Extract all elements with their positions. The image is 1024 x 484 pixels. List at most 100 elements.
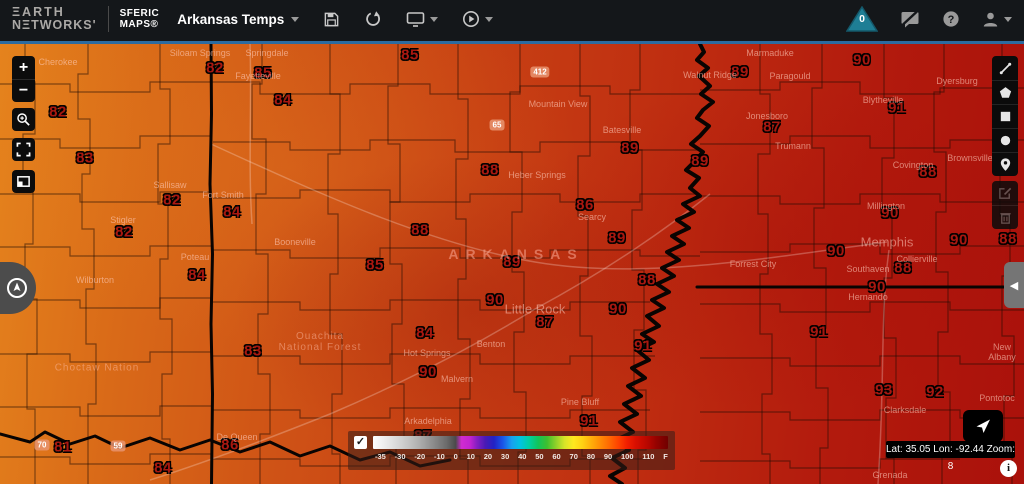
undo-icon (366, 11, 381, 26)
draw-polygon-button[interactable] (992, 80, 1018, 104)
overview-map-button[interactable] (12, 170, 35, 193)
place-label: Malvern (440, 374, 474, 384)
play-icon (463, 11, 480, 27)
draw-circle-button[interactable] (992, 128, 1018, 152)
legend-tick: -20 (414, 452, 426, 461)
legend-tick: -10 (433, 452, 445, 461)
route-shield: 65 (489, 119, 505, 131)
temp-label: 81 (54, 438, 72, 456)
place-label: Searcy (577, 212, 607, 222)
alerts-indicator[interactable]: 0 (845, 5, 879, 32)
temp-label: 89 (691, 152, 709, 170)
alert-triangle-icon (845, 5, 879, 32)
help-button[interactable]: ? (942, 10, 960, 28)
app-header: ΞARTH NΞTWORKS' SFERIC MAPS® Arkansas Te… (0, 0, 1024, 44)
draw-marker-button[interactable] (992, 152, 1018, 176)
logo-line1: ΞARTH (12, 4, 65, 19)
trash-icon (999, 213, 1011, 224)
legend-tick: 20 (483, 452, 493, 461)
info-button[interactable]: i (1000, 460, 1017, 477)
earth-networks-logo[interactable]: ΞARTH NΞTWORKS' (12, 4, 97, 32)
alert-count: 0 (859, 13, 865, 25)
map-canvas[interactable]: 82 85 84 85 89 90 91 87 89 88 82 83 82 84 82 84 85 88 89 86… (0, 44, 1024, 484)
temp-label: 91 (634, 337, 652, 355)
legend-gradient (373, 436, 668, 449)
place-label: Choctaw Nation (54, 362, 140, 374)
help-icon: ? (943, 11, 959, 27)
temp-label: 88 (999, 230, 1017, 248)
temperature-legend: ✓ -35 -30 -20 -10 0 10 20 30 40 50 60 70 80 90 100 110 F (348, 431, 675, 470)
place-label: Hot Springs (403, 348, 451, 358)
fullscreen-button[interactable] (12, 138, 35, 161)
temp-label: 83 (76, 149, 94, 167)
map-inset-icon (17, 176, 30, 187)
legend-tick: 0 (453, 452, 458, 461)
place-label: Benton (476, 339, 506, 349)
playback-menu-button[interactable] (462, 10, 494, 28)
place-label: Southaven (846, 264, 890, 274)
zoom-out-button[interactable]: − (12, 79, 35, 102)
draw-line-button[interactable] (992, 56, 1018, 80)
account-icon (983, 12, 998, 26)
temp-label: 91 (580, 412, 598, 430)
temp-label: 88 (411, 221, 429, 239)
chevron-down-icon (1004, 16, 1012, 22)
chat-disabled-button[interactable] (900, 10, 920, 29)
map-selector-label: Arkansas Temps (177, 11, 285, 27)
display-icon (407, 11, 425, 27)
map-labels: 82 85 84 85 89 90 91 87 89 88 82 83 82 84 82 84 85 88 89 86… (0, 44, 1024, 484)
legend-tick: 30 (500, 452, 510, 461)
header-divider (107, 6, 109, 32)
locate-button[interactable] (963, 410, 1003, 442)
place-label: Walnut Ridge (683, 70, 737, 80)
legend-tick: 10 (466, 452, 475, 461)
save-icon (324, 12, 339, 26)
place-label: Heber Springs (508, 170, 566, 180)
temp-label: 91 (810, 323, 828, 341)
edit-icon (998, 187, 1011, 199)
legend-checkbox[interactable]: ✓ (354, 436, 367, 449)
legend-tick: 40 (518, 452, 527, 461)
temp-label: 82 (49, 103, 67, 121)
map-selector-dropdown[interactable]: Arkansas Temps (177, 11, 300, 27)
display-menu-button[interactable] (406, 11, 439, 28)
panel-collapse-tab[interactable]: ◀ (1004, 262, 1024, 308)
temp-label: 88 (919, 163, 937, 181)
product-line2: MAPS® (119, 19, 159, 30)
zoom-area-button[interactable] (12, 108, 35, 131)
chevron-down-icon (291, 16, 300, 22)
temp-label: 85 (254, 64, 272, 82)
temp-label: 88 (481, 161, 499, 179)
temp-label: 90 (419, 363, 437, 381)
edit-toolbar (992, 181, 1018, 229)
temp-label: 82 (206, 59, 224, 77)
temp-label: 82 (163, 191, 181, 209)
chevron-down-icon (485, 16, 494, 22)
temp-label: 90 (868, 278, 886, 296)
legend-tick: -35 (375, 452, 386, 461)
fullscreen-icon (16, 142, 31, 157)
temp-label: 86 (576, 196, 594, 214)
place-label: Wilburton (75, 275, 115, 285)
temp-label: 90 (853, 51, 871, 69)
place-label: Mountain View (528, 99, 588, 109)
undo-button[interactable] (364, 10, 382, 28)
delete-shape-button[interactable] (992, 205, 1018, 229)
place-label: Batesville (602, 125, 642, 135)
place-label: Brownsville (947, 153, 993, 163)
chevron-left-icon: ◀ (1009, 279, 1019, 292)
place-label: Trumann (775, 141, 811, 151)
draw-rectangle-button[interactable] (992, 104, 1018, 128)
temp-label: 89 (621, 139, 639, 157)
save-button[interactable] (323, 11, 340, 28)
temp-label: 89 (503, 253, 521, 271)
place-label: Paragould (769, 71, 811, 81)
edit-shape-button[interactable] (992, 181, 1018, 205)
place-label: Ouachita National Forest (278, 331, 362, 353)
account-menu-button[interactable] (982, 11, 1012, 28)
temp-label: 86 (221, 436, 239, 454)
zoom-in-button[interactable]: + (12, 56, 35, 79)
legend-tick: 110 (642, 452, 655, 461)
temp-label: 88 (638, 271, 656, 289)
